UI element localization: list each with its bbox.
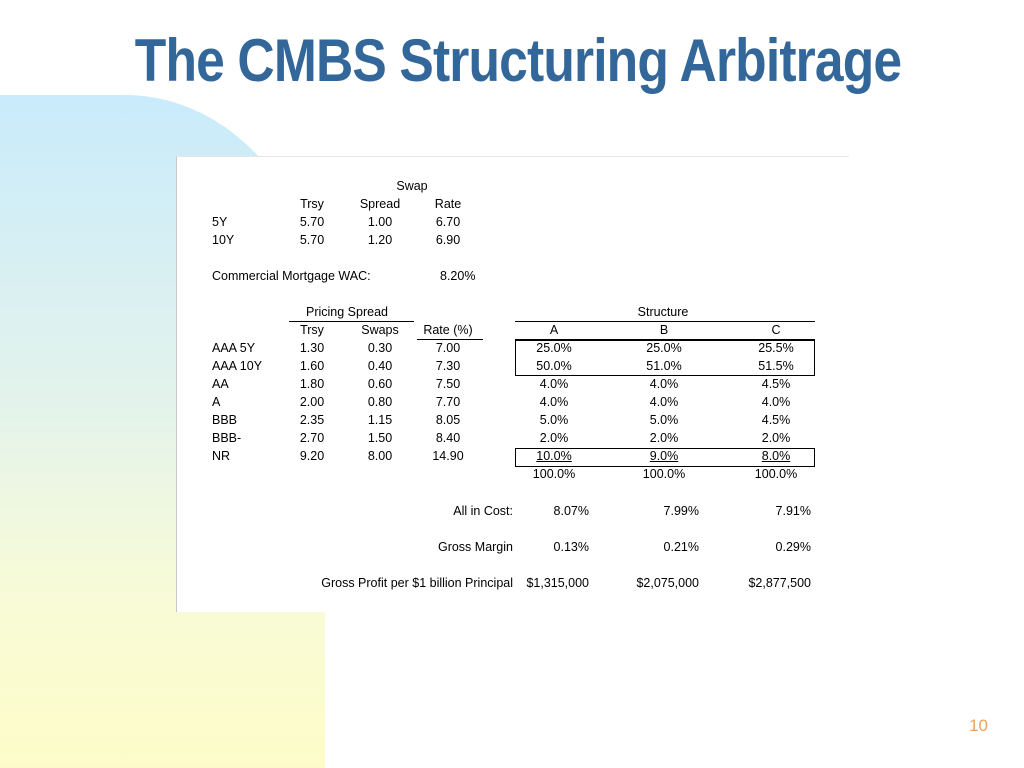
structure-cell: 4.0% — [539, 395, 569, 409]
pricing-cell: 1.50 — [367, 431, 393, 445]
summary-cell: $1,315,000 — [526, 576, 589, 590]
summary-cell: $2,877,500 — [748, 576, 811, 590]
structure-cell: 4.5% — [761, 377, 791, 391]
pricing-cell: 2.70 — [299, 431, 325, 445]
structure-cell: 50.0% — [536, 359, 572, 373]
structure-cell: 5.0% — [649, 413, 679, 427]
pricing-cell: 1.80 — [299, 377, 325, 391]
pricing-cell: 7.50 — [435, 377, 461, 391]
pricing-cell: 1.60 — [299, 359, 325, 373]
pricing-cell: 9.20 — [299, 449, 325, 463]
pricing-cell: 8.00 — [367, 449, 393, 463]
pricing-cell: 7.70 — [435, 395, 461, 409]
structure-cell: 2.0% — [649, 431, 679, 445]
structure-cell: 25.5% — [758, 341, 794, 355]
structure-col-c: C — [771, 323, 781, 337]
structure-cell: 2.0% — [539, 431, 569, 445]
pricing-header-rule — [289, 321, 414, 322]
pricing-cell: 7.00 — [435, 341, 461, 355]
wac-label: Commercial Mortgage WAC: — [212, 269, 371, 283]
structure-cell: 4.0% — [539, 377, 569, 391]
swap-cell: 1.00 — [367, 215, 393, 229]
structure-cell: 51.5% — [758, 359, 794, 373]
nr-box — [515, 448, 815, 467]
pricing-col-swaps: Swaps — [361, 323, 399, 337]
pricing-cell: 0.40 — [367, 359, 393, 373]
gross-margin-label: Gross Margin — [437, 540, 513, 554]
aaa-box — [515, 340, 815, 376]
structure-header-rule — [515, 321, 815, 322]
swap-cell: 6.70 — [435, 215, 461, 229]
wac-value: 8.20% — [440, 269, 476, 283]
pricing-cell: 8.05 — [435, 413, 461, 427]
summary-cell: $2,075,000 — [636, 576, 699, 590]
pricing-row-label: BBB- — [212, 431, 242, 445]
pricing-cell: 0.60 — [367, 377, 393, 391]
summary-cell: 7.99% — [663, 504, 699, 518]
summary-cell: 0.21% — [663, 540, 699, 554]
summary-cell: 8.07% — [553, 504, 589, 518]
structure-cell: 51.0% — [646, 359, 682, 373]
structure-cell: 4.0% — [649, 395, 679, 409]
swap-cell: 1.20 — [367, 233, 393, 247]
summary-cell: 7.91% — [775, 504, 811, 518]
pricing-cell: 14.90 — [432, 449, 464, 463]
structure-cell: 5.0% — [539, 413, 569, 427]
pricing-row-label: AAA 5Y — [212, 341, 256, 355]
pricing-row-label: A — [212, 395, 221, 409]
swap-col-rate: Rate — [434, 197, 462, 211]
swap-col-spread: Spread — [359, 197, 401, 211]
summary-cell: 0.13% — [553, 540, 589, 554]
swap-cell: 5.70 — [299, 233, 325, 247]
page-number: 10 — [969, 716, 988, 735]
swap-cell: 5.70 — [299, 215, 325, 229]
structure-col-b: B — [659, 323, 669, 337]
pricing-row-label: AAA 10Y — [212, 359, 263, 373]
structure-cell: 25.0% — [646, 341, 682, 355]
structure-cell: 9.0% — [649, 449, 679, 463]
swap-row-label: 5Y — [212, 215, 228, 229]
structure-col-rule — [515, 339, 815, 340]
swap-row-label: 10Y — [212, 233, 235, 247]
structure-cell: 2.0% — [761, 431, 791, 445]
summary-cell: 0.29% — [775, 540, 811, 554]
pricing-cell: 1.15 — [367, 413, 393, 427]
pricing-col-rate: Rate (%) — [423, 323, 473, 337]
pricing-cell: 7.30 — [435, 359, 461, 373]
pricing-cell: 1.30 — [299, 341, 325, 355]
pricing-cell: 2.35 — [299, 413, 325, 427]
slide-title: The CMBS Structuring Arbitrage — [134, 27, 902, 94]
structure-cell: 25.0% — [536, 341, 572, 355]
total-cell: 100.0% — [642, 467, 686, 481]
rate-header-rule — [417, 339, 483, 340]
pricing-cell: 2.00 — [299, 395, 325, 409]
structure-col-a: A — [549, 323, 559, 337]
swap-col-trsy: Trsy — [300, 197, 324, 211]
all-in-cost-label: All in Cost: — [453, 504, 513, 518]
pricing-cell: 8.40 — [435, 431, 461, 445]
structure-cell: 10.0% — [536, 449, 572, 463]
spreadsheet-table: Swap Trsy Spread Rate 5Y 5.70 1.00 6.70 … — [176, 156, 849, 612]
pricing-row-label: BBB — [212, 413, 238, 427]
swap-cell: 6.90 — [435, 233, 461, 247]
pricing-row-label: AA — [212, 377, 229, 391]
structure-cell: 4.5% — [761, 413, 791, 427]
total-cell: 100.0% — [754, 467, 798, 481]
pricing-col-trsy: Trsy — [300, 323, 324, 337]
structure-cell: 4.0% — [649, 377, 679, 391]
gross-profit-label: Gross Profit per $1 billion Principal — [321, 576, 513, 590]
pricing-spread-header: Pricing Spread — [306, 305, 388, 319]
pricing-row-label: NR — [212, 449, 231, 463]
structure-header: Structure — [637, 305, 689, 319]
swap-header: Swap — [396, 179, 428, 193]
pricing-cell: 0.30 — [367, 341, 393, 355]
structure-cell: 4.0% — [761, 395, 791, 409]
total-cell: 100.0% — [532, 467, 576, 481]
pricing-cell: 0.80 — [367, 395, 393, 409]
structure-cell: 8.0% — [761, 449, 791, 463]
